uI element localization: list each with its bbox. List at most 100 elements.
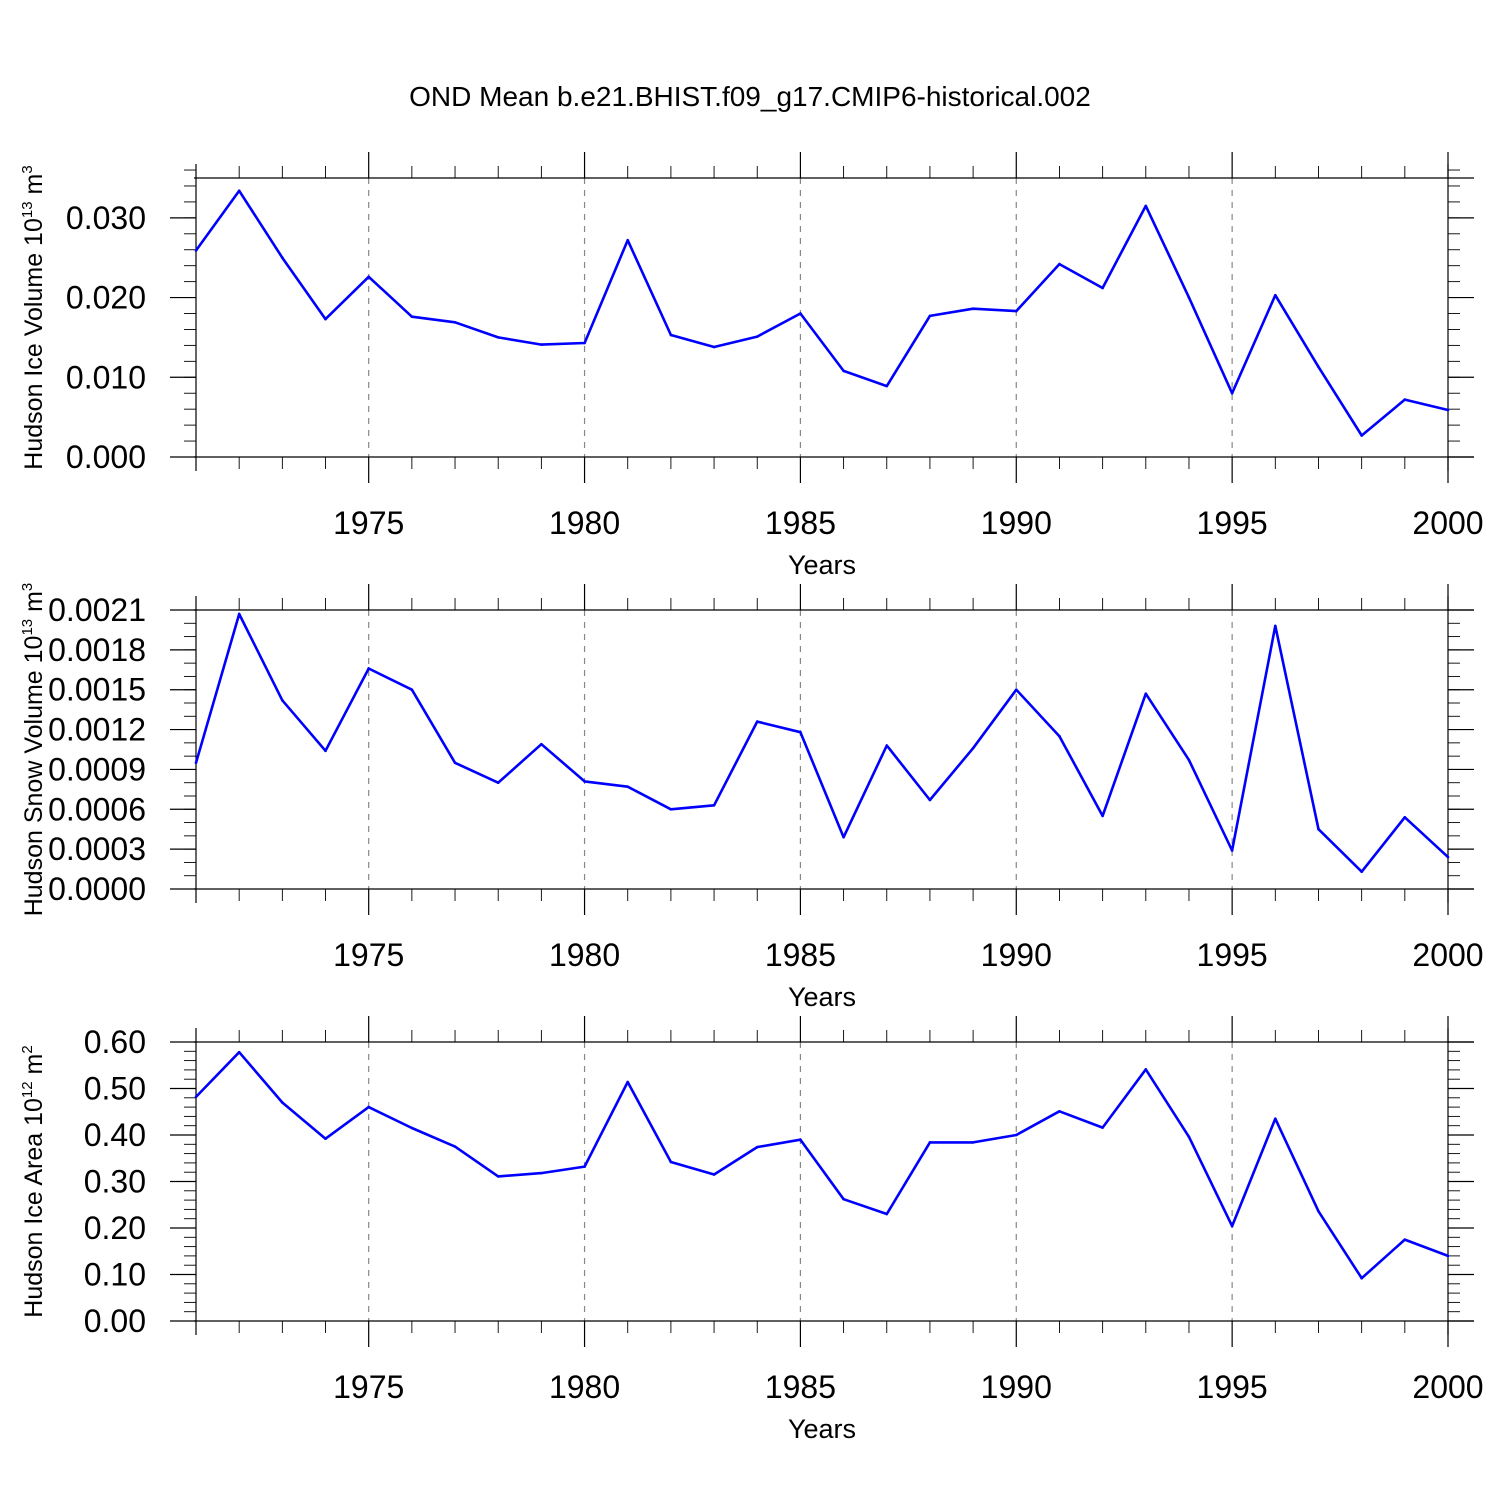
data-point (842, 835, 845, 839)
x-tick-label: 1990 (981, 937, 1052, 973)
data-point (712, 1173, 716, 1176)
y-tick-label: 0.000 (66, 439, 146, 475)
data-point (928, 798, 932, 802)
data-point (842, 369, 845, 373)
data-point (842, 1197, 845, 1201)
data-point (1317, 1209, 1320, 1213)
chart-panel-1: 0.000 0.010 0.020 0.030 1975 1980 1985 1990 1995… (19, 152, 1484, 580)
x-axis-title: Years (788, 1414, 856, 1444)
y-tick-label: 0.0015 (48, 672, 146, 708)
x-tick-label: 1995 (1197, 505, 1268, 541)
data-point (799, 1138, 802, 1141)
series-line (195, 1050, 1449, 1280)
x-tick-label: 1985 (765, 937, 836, 973)
data-point (281, 256, 284, 260)
data-point (1187, 758, 1191, 762)
data-point (626, 785, 630, 788)
x-tick-label: 1990 (981, 1369, 1052, 1405)
data-point (1274, 624, 1277, 628)
y-tick-label: 0.40 (84, 1117, 146, 1153)
data-point (1144, 1068, 1148, 1071)
data-point (1187, 1135, 1191, 1139)
data-point (410, 315, 414, 319)
data-point (237, 1050, 241, 1054)
data-point (410, 688, 414, 692)
panels-container: 0.000 0.010 0.020 0.030 1975 1980 1985 1990 1995… (19, 152, 1484, 1444)
data-point (1360, 870, 1363, 874)
data-point (540, 742, 543, 746)
y-axis-title: Hudson Ice Area 1012 m2 (19, 1045, 48, 1317)
data-point (885, 384, 889, 388)
data-point (367, 667, 370, 670)
y-tick-label: 0.0012 (48, 712, 146, 748)
y-tick-label: 0.10 (84, 1257, 146, 1293)
data-point (669, 1160, 673, 1164)
data-point (755, 335, 759, 338)
data-point (755, 720, 759, 723)
data-point (799, 730, 802, 734)
x-tick-label: 1985 (765, 505, 836, 541)
data-point (971, 307, 975, 311)
data-point (1360, 434, 1363, 437)
y-tick-label: 0.20 (84, 1210, 146, 1246)
data-point (324, 317, 327, 321)
data-point (1014, 688, 1018, 692)
data-point (583, 1165, 586, 1168)
data-point (453, 761, 457, 765)
data-point (194, 249, 198, 252)
data-point (799, 312, 802, 315)
figure-title: OND Mean b.e21.BHIST.f09_g17.CMIP6-histo… (409, 81, 1091, 112)
data-point (1058, 1109, 1061, 1113)
data-point (1317, 365, 1320, 369)
data-point (1101, 286, 1104, 290)
y-tick-label: 0.030 (66, 200, 146, 236)
data-point (453, 320, 457, 324)
y-tick-label: 0.0006 (48, 791, 146, 827)
data-point (496, 336, 500, 339)
x-tick-label: 2000 (1412, 937, 1483, 973)
data-point (1101, 814, 1104, 818)
data-point (885, 1212, 889, 1216)
series-line (194, 612, 1449, 874)
x-tick-label: 1975 (333, 937, 404, 973)
data-point (1317, 827, 1320, 831)
data-point (281, 1101, 284, 1104)
data-point (194, 1095, 198, 1099)
data-point (496, 781, 500, 785)
y-tick-label: 0.010 (66, 359, 146, 395)
data-point (453, 1145, 457, 1148)
data-point (928, 314, 932, 318)
y-tick-label: 0.020 (66, 280, 146, 316)
y-tick-label: 0.0009 (48, 751, 146, 787)
x-tick-label: 1975 (333, 1369, 404, 1405)
x-tick-label: 1980 (549, 1369, 620, 1405)
data-point (281, 699, 284, 702)
data-point (755, 1145, 759, 1149)
data-point (1230, 849, 1234, 852)
data-point (1403, 815, 1407, 819)
x-tick-label: 1985 (765, 1369, 836, 1405)
data-point (1446, 855, 1450, 859)
y-tick-label: 0.0021 (48, 592, 146, 628)
y-tick-label: 0.0000 (48, 871, 146, 907)
data-point (669, 333, 673, 337)
data-point (1274, 1117, 1277, 1121)
x-tick-label: 1995 (1197, 937, 1268, 973)
y-axis-title: Hudson Snow Volume 1013 m3 (19, 583, 48, 917)
data-point (1144, 204, 1148, 208)
data-point (626, 1080, 630, 1084)
x-tick-label: 1995 (1197, 1369, 1268, 1405)
data-point (669, 807, 673, 811)
data-point (1274, 293, 1277, 297)
data-point (1446, 408, 1450, 412)
series-line (194, 189, 1449, 437)
data-point (626, 238, 630, 242)
y-tick-label: 0.0003 (48, 831, 146, 867)
data-point (1360, 1276, 1363, 1280)
x-tick-label: 1975 (333, 505, 404, 541)
x-axis-title: Years (788, 550, 856, 580)
data-point (1403, 398, 1407, 401)
data-point (194, 761, 198, 765)
